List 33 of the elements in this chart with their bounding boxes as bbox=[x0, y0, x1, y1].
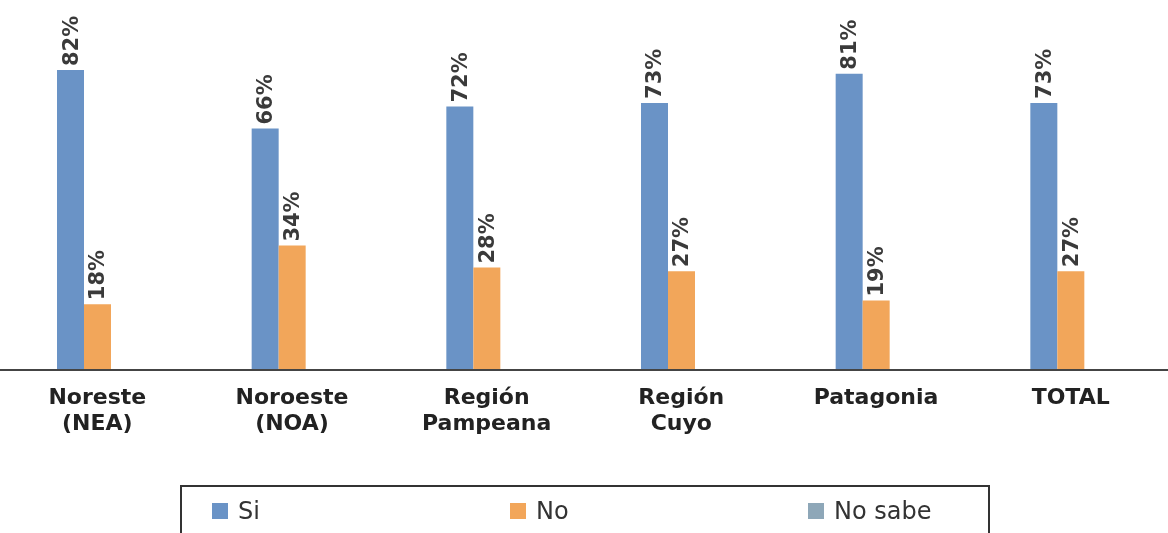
bar bbox=[668, 271, 695, 370]
data-label: 27% bbox=[669, 216, 694, 268]
bar bbox=[84, 304, 111, 370]
bar bbox=[1057, 271, 1085, 370]
bar bbox=[278, 245, 306, 370]
bar bbox=[251, 128, 279, 370]
x-tick-label: Patagonia bbox=[813, 384, 939, 409]
data-label: 73% bbox=[642, 48, 667, 99]
legend-label: Si bbox=[238, 497, 260, 525]
legend-label: No sabe bbox=[834, 497, 932, 525]
data-label: 73% bbox=[1031, 48, 1056, 99]
x-tick-label: TOTAL bbox=[1031, 384, 1110, 409]
data-label: 28% bbox=[474, 213, 499, 264]
data-label: 81% bbox=[837, 19, 862, 70]
bar bbox=[862, 300, 890, 370]
data-label: 27% bbox=[1058, 216, 1083, 268]
data-label: 18% bbox=[85, 249, 110, 301]
data-label: 72% bbox=[447, 52, 472, 103]
bar bbox=[1030, 102, 1058, 370]
bar bbox=[446, 106, 474, 370]
bar bbox=[473, 267, 501, 370]
bar bbox=[641, 102, 668, 370]
x-tick-label: Región Pampeana bbox=[422, 384, 552, 435]
data-label: 19% bbox=[864, 246, 889, 297]
legend-label: No bbox=[536, 497, 569, 525]
x-tick-label: Noroeste (NOA) bbox=[235, 384, 349, 435]
x-tick-label: Noreste (NEA) bbox=[48, 384, 147, 435]
data-label: 34% bbox=[280, 191, 305, 242]
bar bbox=[835, 73, 863, 370]
x-tick-label: Región Cuyo bbox=[638, 384, 725, 435]
data-label: 66% bbox=[253, 74, 278, 125]
data-label: 82% bbox=[58, 15, 83, 66]
bar bbox=[57, 70, 84, 370]
